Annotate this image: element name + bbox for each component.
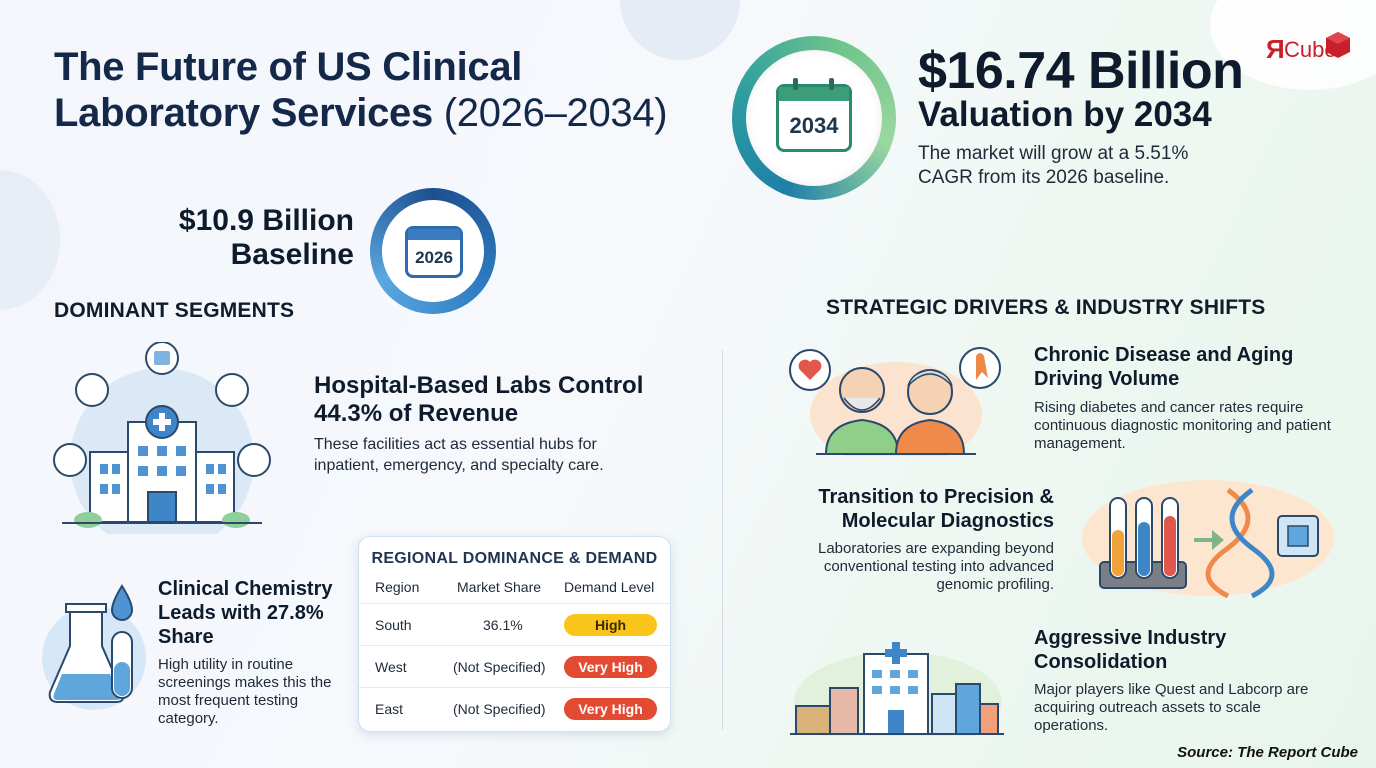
valuation-label: Valuation by 2034: [918, 95, 1212, 134]
bg-blob-left: [0, 170, 60, 310]
baseline-label: Baseline: [230, 238, 354, 271]
driver-title: Aggressive Industry Consolidation: [1034, 627, 1227, 673]
city-buildings-icon: [790, 640, 1004, 752]
demand-badge: Very High: [564, 698, 657, 720]
row-region: South: [375, 617, 412, 633]
baseline-amount: $10.9 Billion: [178, 204, 354, 237]
calendar-year-2026: 2026: [415, 248, 453, 267]
regional-table: REGIONAL DOMINANCE & DEMAND Region Marke…: [358, 536, 671, 732]
hospital-title: Hospital-Based Labs Control 44.3% of Rev…: [314, 372, 644, 427]
table-row: East (Not Specified) Very High: [359, 687, 670, 729]
cube-logo-icon: [1326, 32, 1350, 58]
calendar-2034-ring: 2034: [732, 36, 896, 200]
source-note: Source: The Report Cube: [1177, 744, 1358, 761]
brand-logo: Я Cube: [1266, 28, 1366, 75]
demand-badge: Very High: [564, 656, 657, 678]
driver-description: Laboratories are expanding beyond conven…: [817, 540, 1054, 593]
table-title: REGIONAL DOMINANCE & DEMAND: [371, 550, 658, 567]
row-share: (Not Specified): [453, 659, 546, 675]
demand-badge: High: [564, 614, 657, 636]
valuation-description: The market will grow at a 5.51% CAGR fro…: [918, 143, 1189, 188]
table-row: West (Not Specified) Very High: [359, 645, 670, 687]
logo-text: Cube: [1284, 37, 1337, 62]
test-tubes-dna-icon: [1080, 478, 1336, 599]
baseline-text: $10.9 Billion Baseline: [140, 204, 354, 272]
row-share: 36.1%: [483, 617, 523, 633]
table-header-region: Region: [375, 579, 420, 595]
valuation-amount: $16.74 Billion: [918, 42, 1244, 100]
flask-icon: [40, 580, 160, 720]
table-header-demand: Demand Level: [564, 579, 655, 595]
logo-r: Я: [1266, 34, 1285, 64]
table-header-share: Market Share: [457, 579, 542, 595]
table-row: South 36.1% High: [359, 603, 670, 645]
page-title: The Future of US Clinical Laboratory Ser…: [54, 44, 734, 136]
driver-title: Transition to Precision & Molecular Diag…: [818, 486, 1054, 532]
calendar-2026-ring: 2026: [370, 188, 496, 314]
column-divider: [722, 350, 723, 730]
row-region: East: [375, 701, 404, 717]
driver-description: Rising diabetes and cancer rates require…: [1034, 399, 1331, 452]
drivers-heading: STRATEGIC DRIVERS & INDUSTRY SHIFTS: [826, 296, 1266, 319]
calendar-icon: 2026: [405, 226, 463, 278]
title-main: The Future of US Clinical Laboratory Ser…: [54, 45, 523, 135]
driver-title: Chronic Disease and Aging Driving Volume: [1034, 344, 1294, 390]
hospital-description: These facilities act as essential hubs f…: [314, 436, 604, 474]
chemistry-description: High utility in routine screenings makes…: [158, 656, 332, 727]
elderly-couple-icon: [786, 344, 1006, 466]
hospital-icon: [48, 341, 276, 552]
calendar-icon: 2034: [776, 78, 852, 152]
calendar-year-2034: 2034: [789, 113, 839, 138]
chemistry-title: Clinical Chemistry Leads with 27.8% Shar…: [158, 578, 333, 648]
driver-description: Major players like Quest and Labcorp are…: [1034, 681, 1309, 734]
row-region: West: [375, 659, 407, 675]
segments-heading: DOMINANT SEGMENTS: [54, 299, 295, 322]
row-share: (Not Specified): [453, 701, 546, 717]
title-years: (2026–2034): [443, 91, 668, 135]
